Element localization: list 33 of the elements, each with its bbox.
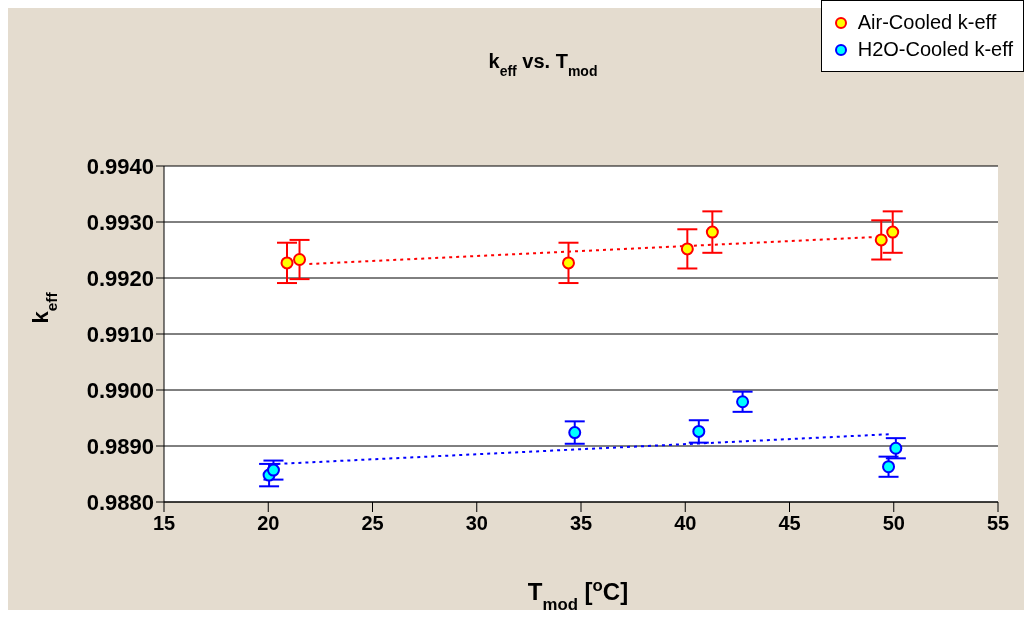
y-tick-label: 0.9900 [86, 377, 154, 403]
y-tick-label: 0.9890 [86, 433, 154, 459]
x-tick-label: 45 [778, 512, 801, 535]
point [886, 225, 900, 239]
point [280, 256, 294, 270]
x-axis-title: T$_{mod}$ [$^{o}$C] [527, 575, 629, 614]
point [889, 441, 903, 455]
point [293, 253, 307, 267]
y-tick-label: 0.9910 [86, 321, 154, 347]
x-tick-label: 35 [569, 512, 593, 535]
y-tick-label: 0.9920 [86, 265, 154, 291]
x-tick-label: 40 [674, 512, 697, 535]
legend-label: H2O-Cooled k-eff [857, 38, 1013, 61]
point [882, 460, 896, 474]
point [692, 424, 706, 438]
x-tick-label: 30 [465, 512, 488, 535]
y-tick-label: 0.9880 [86, 489, 154, 515]
point [736, 395, 750, 409]
point [266, 463, 280, 477]
point [561, 256, 575, 270]
legend-label: Air-Cooled k-eff [857, 11, 997, 34]
x-tick-label: 50 [882, 512, 905, 535]
point [874, 233, 888, 247]
x-tick-label: 55 [986, 512, 1010, 535]
chart-title: k$_{eff}$ vs. T$_{mod}$ [488, 50, 598, 79]
x-tick-label: 20 [257, 512, 280, 535]
x-tick-label: 25 [361, 512, 384, 535]
point [568, 426, 582, 440]
x-tick-label: 15 [152, 512, 176, 535]
y-tick-label: 0.9940 [86, 153, 154, 179]
point [680, 242, 694, 256]
y-tick-label: 0.9930 [86, 209, 154, 235]
point [705, 225, 719, 239]
